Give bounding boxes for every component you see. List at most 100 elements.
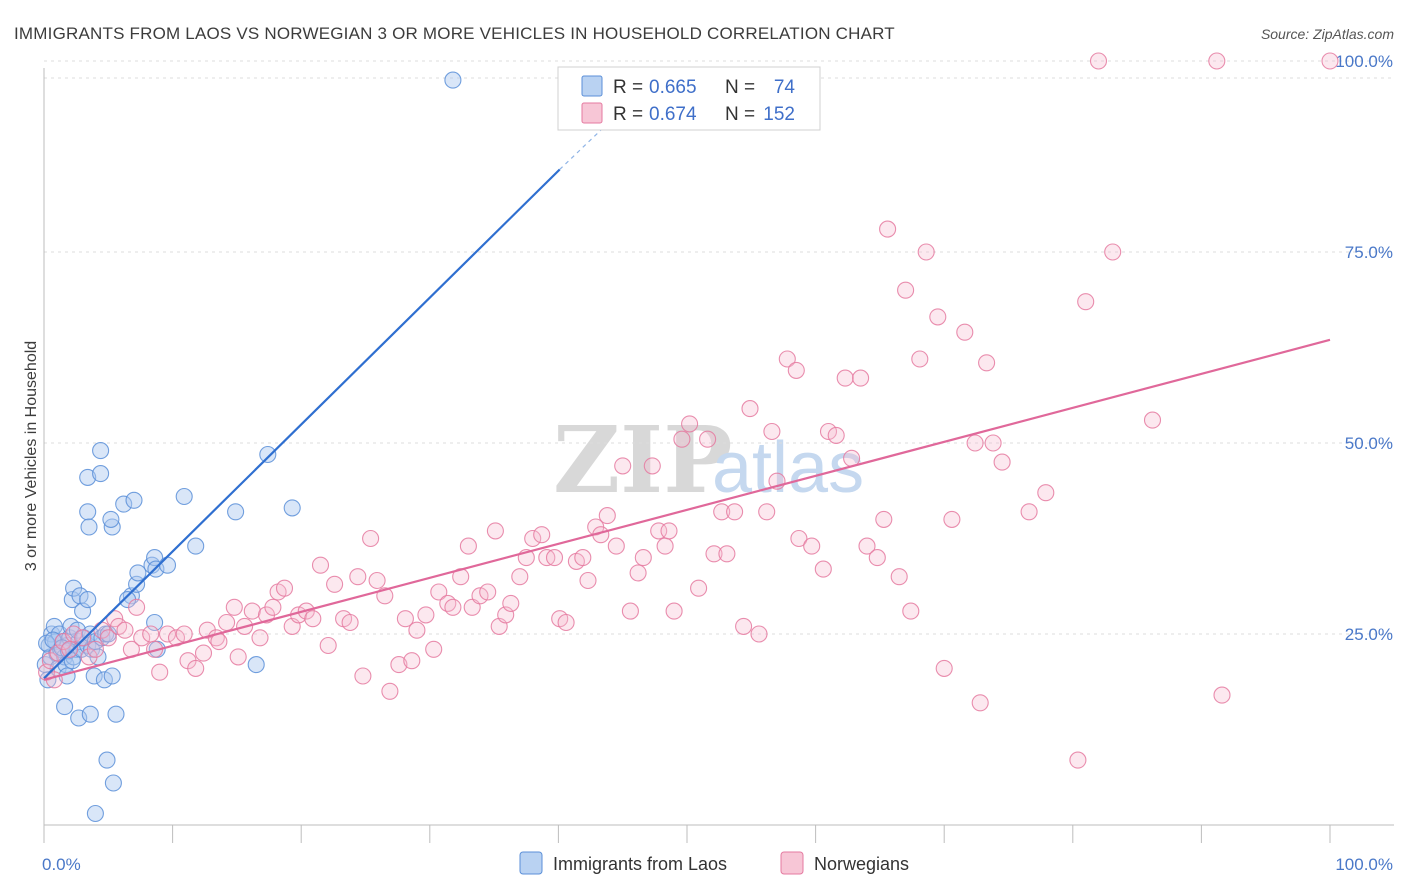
watermark: ZIP atlas	[553, 406, 864, 514]
norwegian-point	[243, 602, 261, 620]
norwegian-point	[614, 457, 632, 475]
norwegian-point	[966, 434, 984, 452]
y-axis-label: 3 or more Vehicles in Household	[23, 341, 40, 571]
norwegian-point	[218, 613, 236, 632]
norwegian-point	[408, 621, 426, 639]
y-tick-labels: 25.0% 50.0% 75.0% 100.0%	[1335, 52, 1393, 644]
norwegian-point	[354, 667, 372, 685]
norwegian-point	[819, 422, 838, 441]
y-tick-label: 75.0%	[1345, 243, 1393, 262]
trend-line-norwegians	[43, 338, 1331, 681]
laos-point	[92, 442, 110, 460]
norwegian-point	[598, 507, 616, 525]
norwegian-point	[660, 522, 678, 540]
laos-point	[247, 656, 265, 674]
norwegian-point	[390, 656, 408, 674]
norwegian-point	[718, 545, 736, 563]
norwegian-point	[650, 522, 668, 540]
laos-point	[80, 518, 98, 536]
norwegian-point	[524, 529, 542, 548]
norwegian-point	[459, 537, 477, 555]
laos-point	[175, 487, 193, 506]
legend-n-value: 74	[774, 77, 796, 98]
laos-point	[104, 774, 122, 792]
norwegian-point	[634, 549, 652, 567]
norwegian-point	[993, 453, 1011, 471]
norwegian-point	[656, 537, 674, 555]
laos-point	[129, 564, 147, 582]
legend-label-norwegians: Norwegians	[814, 854, 909, 874]
norwegian-point	[1089, 52, 1108, 70]
norwegian-point	[396, 610, 414, 628]
norwegian-point	[99, 629, 117, 647]
laos-point	[79, 468, 97, 486]
legend-n-label: N =	[725, 77, 755, 98]
legend-r-label: R =	[613, 104, 643, 125]
norwegian-point	[128, 598, 146, 616]
norwegian-point	[897, 281, 915, 299]
axes	[43, 68, 1394, 843]
norwegian-point	[1069, 751, 1087, 769]
watermark-atlas: atlas	[712, 428, 864, 508]
norwegian-point	[151, 663, 169, 681]
laos-point	[79, 503, 97, 521]
laos-point	[86, 804, 104, 823]
norwegian-point	[502, 594, 520, 612]
norwegian-point	[479, 583, 497, 601]
norwegian-point	[643, 457, 661, 475]
norwegian-point	[607, 537, 625, 555]
norwegian-point	[827, 426, 845, 444]
legend-swatch-norwegians	[581, 102, 603, 124]
norwegian-point	[681, 415, 699, 433]
norwegian-point	[511, 568, 529, 586]
norwegian-point	[362, 529, 380, 548]
norwegian-point	[65, 625, 83, 643]
norwegian-point	[471, 587, 489, 605]
norwegian-point	[574, 549, 592, 567]
norwegian-point	[943, 510, 961, 528]
norwegian-point	[984, 434, 1002, 452]
norwegian-point	[1104, 243, 1122, 261]
norwegian-point	[726, 503, 744, 521]
legend-swatch-norwegians	[780, 851, 804, 875]
norwegian-point	[852, 369, 870, 387]
norwegian-point	[116, 621, 134, 639]
norwegian-point	[956, 323, 974, 341]
legend-n-value: 152	[763, 104, 795, 125]
norwegian-point	[61, 640, 79, 658]
norwegian-point	[629, 564, 647, 582]
norwegian-point	[486, 522, 504, 540]
laos-point	[98, 751, 116, 769]
norwegian-point	[229, 648, 247, 666]
norwegian-point	[1077, 293, 1095, 311]
legend-n-label: N =	[725, 104, 755, 125]
norwegian-point	[1213, 686, 1231, 704]
norwegian-point	[735, 617, 753, 635]
norwegian-point	[311, 556, 330, 574]
norwegian-point	[902, 602, 920, 620]
norwegian-point	[971, 694, 989, 712]
laos-point	[92, 465, 110, 483]
laos-point	[283, 499, 301, 517]
laos-point	[79, 591, 97, 609]
trend-line-laos	[43, 168, 561, 680]
norwegian-point	[621, 602, 639, 620]
y-tick-label: 25.0%	[1345, 625, 1393, 644]
norwegian-point	[175, 625, 193, 643]
norwegian-point	[86, 640, 104, 658]
norwegian-point	[225, 598, 243, 616]
norwegian-point	[929, 308, 947, 326]
laos-point	[444, 71, 462, 89]
laos-point	[81, 705, 99, 723]
norwegian-point	[444, 598, 462, 616]
laos-point	[259, 445, 277, 464]
stats-legend: R = 0.665 N = 74 R = 0.674 N = 152	[557, 66, 821, 131]
norwegian-point	[557, 613, 575, 632]
norwegian-point	[194, 644, 213, 662]
norwegian-point	[1208, 52, 1226, 70]
norwegian-point	[251, 629, 269, 647]
series-legend: Immigrants from Laos Norwegians	[519, 851, 909, 875]
legend-swatch-laos	[581, 75, 603, 97]
laos-point	[85, 667, 103, 685]
